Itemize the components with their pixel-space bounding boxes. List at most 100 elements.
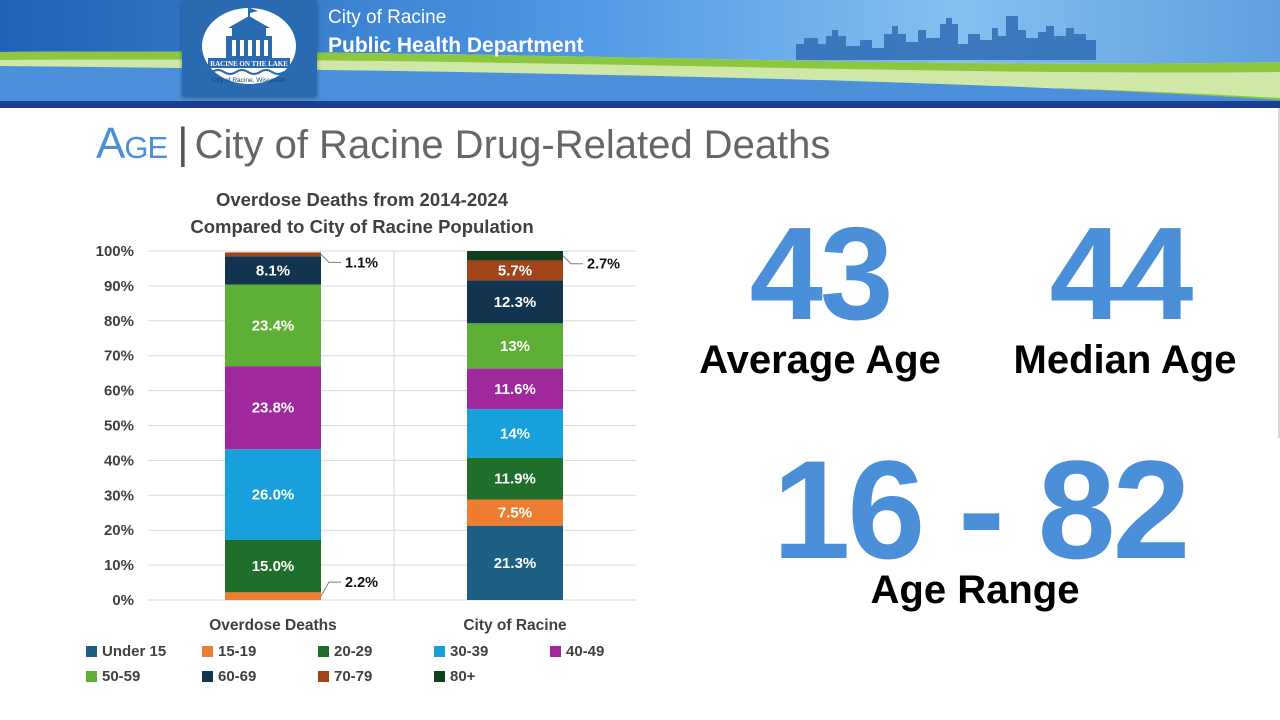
- bar-segment: [225, 284, 321, 367]
- y-tick-label: 30%: [104, 487, 134, 504]
- legend-item: 80+: [434, 666, 475, 686]
- legend-label: 30-39: [450, 642, 489, 660]
- legend-item: 60-69: [202, 666, 256, 686]
- data-label: 2.2%: [345, 575, 378, 591]
- bar-segment: [225, 256, 321, 285]
- title-subject: City of Racine Drug-Related Deaths: [194, 123, 831, 167]
- leader-line: [320, 581, 341, 597]
- legend-label: 20-29: [334, 642, 373, 660]
- bar-segment: [467, 499, 563, 526]
- average-age-label: Average Age: [699, 338, 941, 382]
- legend-swatch: [318, 670, 329, 682]
- title-separator: |: [177, 119, 189, 168]
- bar-segment: [467, 260, 563, 281]
- y-tick-label: 0%: [112, 592, 134, 609]
- data-label: 14%: [500, 426, 530, 443]
- legend-label: 70-79: [334, 667, 373, 685]
- data-label: 23.8%: [252, 400, 295, 417]
- data-label: 23.4%: [252, 317, 295, 334]
- bar-segment: [225, 592, 321, 600]
- data-label: 5.7%: [498, 262, 532, 279]
- bar-segment: [225, 539, 321, 593]
- data-label: 13%: [500, 338, 530, 355]
- legend-swatch: [434, 645, 445, 657]
- legend-item: 70-79: [318, 666, 372, 686]
- chart-title-line-1: Overdose Deaths from 2014-2024: [215, 189, 509, 210]
- data-label: 7.5%: [498, 505, 532, 522]
- y-tick-label: 20%: [104, 522, 134, 539]
- data-label: 11.9%: [494, 471, 536, 488]
- age-range-value: 16 - 82: [772, 431, 1191, 588]
- data-label: 1.1%: [345, 255, 378, 271]
- data-label: 21.3%: [494, 555, 537, 572]
- legend-item: Under 15: [86, 641, 166, 661]
- logo-arc-text: RACINE ON THE LAKE: [210, 60, 288, 68]
- city-hall-seal-icon: RACINE ON THE LAKE City of Racine, Wisco…: [202, 8, 296, 84]
- leader-line: [562, 255, 583, 265]
- org-name: City of Racine: [328, 7, 447, 28]
- banner-wave-light: [0, 59, 1280, 98]
- y-tick-label: 50%: [104, 418, 134, 435]
- data-label: 15.0%: [252, 558, 295, 575]
- legend-label: Under 15: [102, 642, 167, 660]
- chart-title: Overdose Deaths from 2014-2024 Compared …: [140, 186, 584, 240]
- banner-wave-blue: [0, 66, 1280, 104]
- y-tick-label: 80%: [104, 313, 134, 330]
- legend-label: 50-59: [102, 667, 141, 685]
- x-category-label: City of Racine: [463, 617, 567, 634]
- department-name: Public Health Department: [328, 34, 584, 57]
- average-age-value: 43: [749, 200, 894, 347]
- legend-label: 60-69: [218, 667, 257, 685]
- y-tick-label: 60%: [104, 383, 134, 400]
- legend-item: 40-49: [550, 641, 604, 661]
- stacked-bar-chart: 0% 10% 20% 30% 40% 50% 60% 70% 80% 90% 100% 2.2% 15.…: [96, 243, 636, 634]
- logo-caption: City of Racine, Wisconsin: [212, 77, 286, 84]
- department-logo: RACINE ON THE LAKE City of Racine, Wisco…: [182, 0, 317, 96]
- y-tick-label: 100%: [96, 243, 134, 260]
- y-tick-label: 90%: [104, 278, 134, 295]
- legend-swatch: [86, 670, 97, 682]
- bar-segment: [467, 457, 563, 500]
- bar-segment: [467, 525, 563, 600]
- data-label: 26.0%: [252, 487, 295, 504]
- median-age-label: Median Age: [1013, 338, 1237, 382]
- banner-rule: [0, 101, 1280, 108]
- bar-segment: [467, 251, 563, 261]
- data-label: 8.1%: [256, 262, 290, 279]
- bar-segment: [467, 280, 563, 324]
- data-label: 11.6%: [494, 381, 536, 398]
- y-tick-label: 10%: [104, 557, 134, 574]
- legend-item: 20-29: [318, 641, 372, 661]
- y-tick-label: 40%: [104, 452, 134, 469]
- page-title: Age | City of Racine Drug-Related Deaths: [96, 122, 830, 166]
- bar-segment: [225, 449, 321, 540]
- bar-segment: [467, 368, 563, 410]
- legend-label: 40-49: [566, 642, 605, 660]
- bar-segment: [225, 366, 321, 450]
- bar-segment: [225, 252, 321, 257]
- legend-item: 50-59: [86, 666, 140, 686]
- legend-swatch: [550, 645, 561, 657]
- legend-item: 15-19: [202, 641, 256, 661]
- data-label: 2.7%: [587, 257, 620, 273]
- legend-swatch: [202, 670, 213, 682]
- legend-item: 30-39: [434, 641, 488, 661]
- header-banner: RACINE ON THE LAKE City of Racine, Wisco…: [0, 0, 1280, 110]
- legend-swatch: [434, 670, 445, 682]
- city-skyline-icon: [796, 16, 1096, 60]
- legend-swatch: [86, 645, 97, 657]
- y-tick-label: 70%: [104, 348, 134, 365]
- banner-background: [0, 0, 1280, 108]
- bar-segment: [467, 323, 563, 369]
- legend-label: 80+: [450, 667, 476, 685]
- divider: [1278, 108, 1280, 438]
- x-category-label: Overdose Deaths: [209, 617, 337, 634]
- leader-line: [320, 253, 341, 263]
- median-age-value: 44: [1049, 200, 1194, 347]
- legend-label: 15-19: [218, 642, 257, 660]
- data-label: 12.3%: [494, 294, 537, 311]
- title-keyword: Age: [96, 119, 168, 168]
- legend-swatch: [202, 645, 213, 657]
- bar-segment: [467, 409, 563, 458]
- age-range-label: Age Range: [870, 568, 1080, 612]
